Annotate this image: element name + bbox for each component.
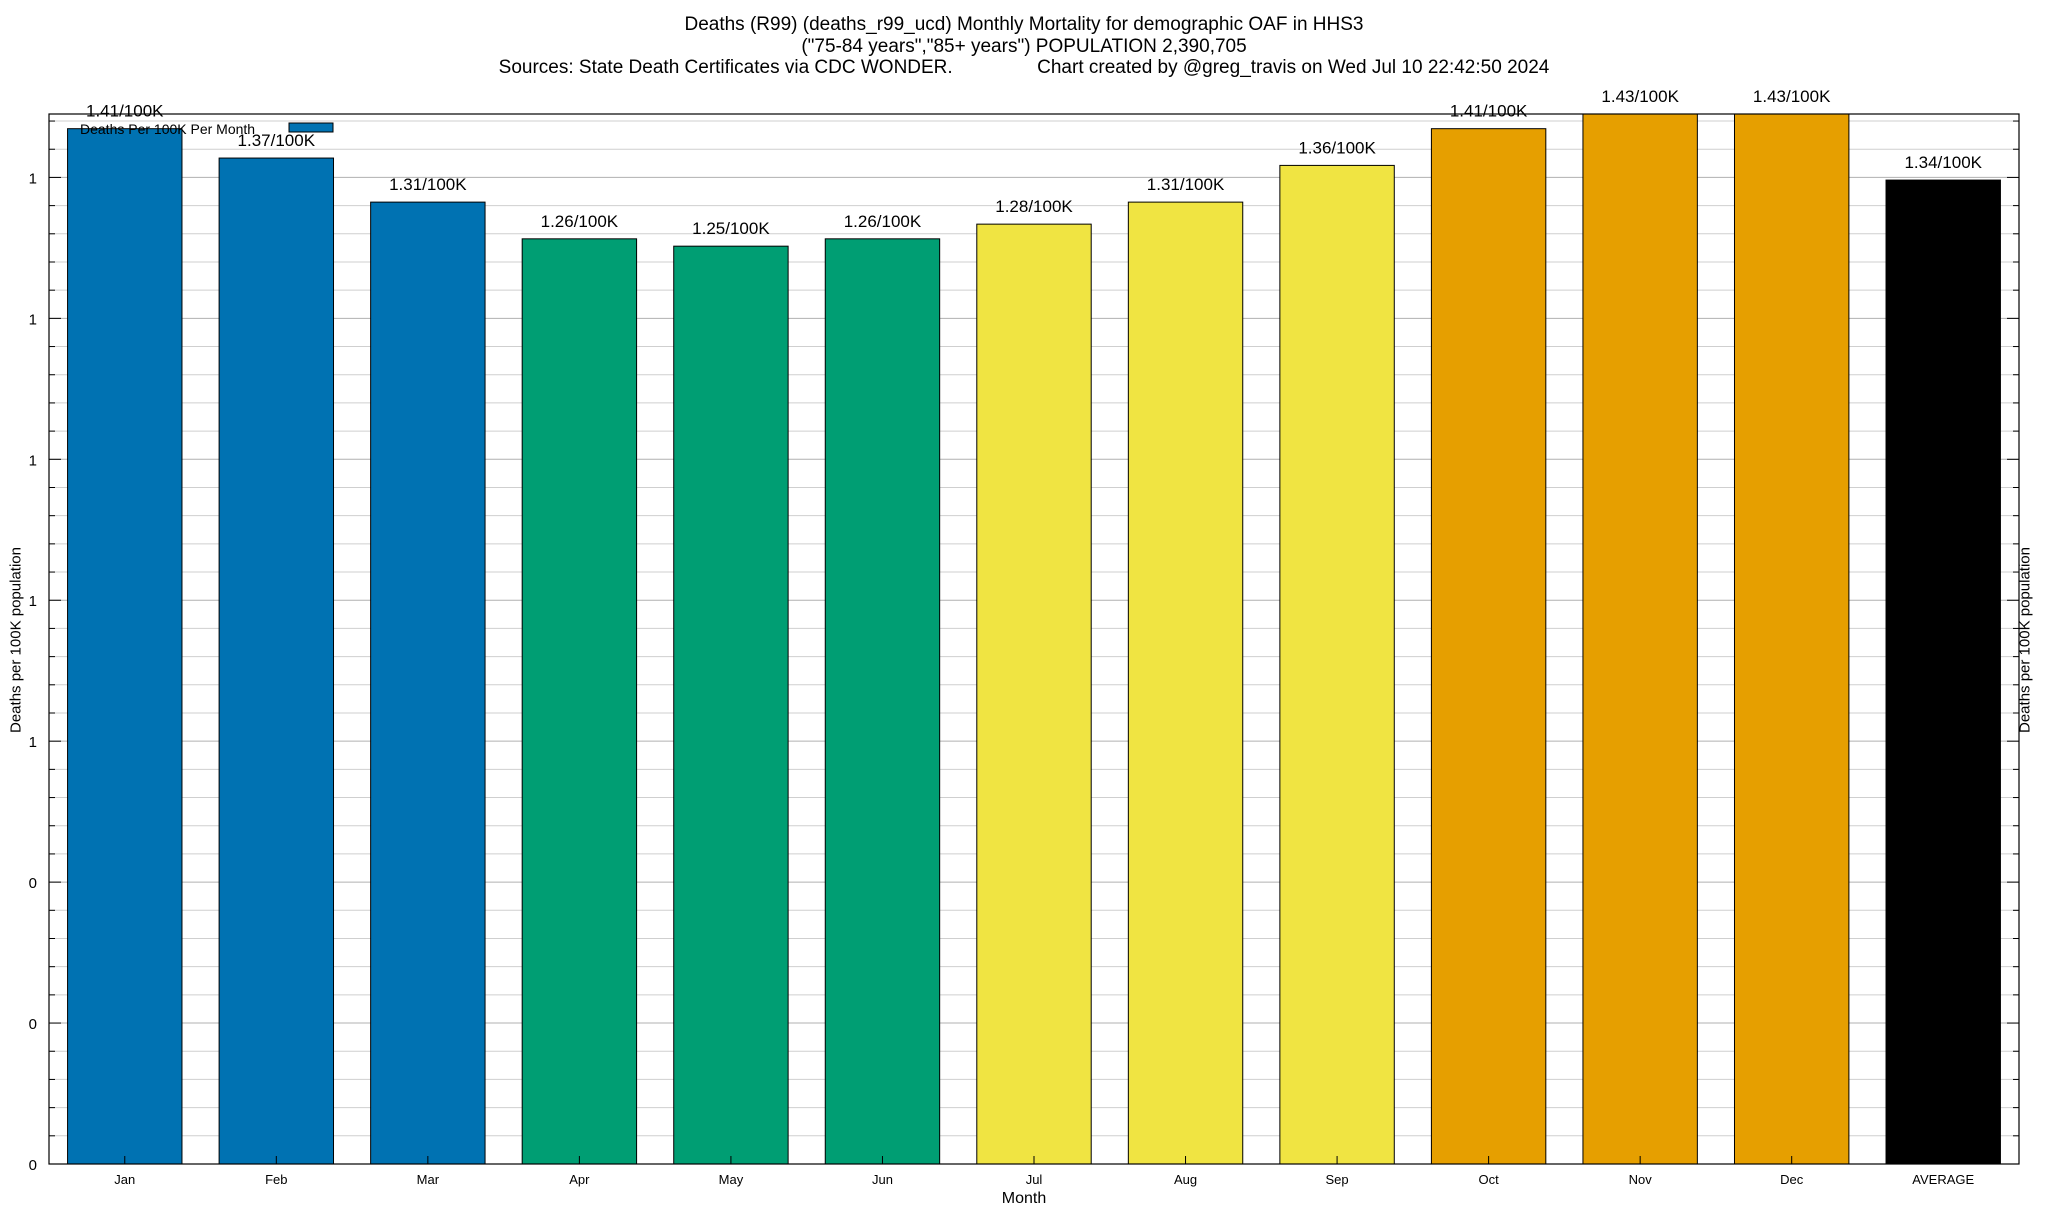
bar-dec bbox=[1733, 113, 1850, 1165]
x-tick-label: AVERAGE bbox=[1912, 1172, 1974, 1187]
x-tick-label: Jan bbox=[114, 1172, 135, 1187]
x-tick-label: Oct bbox=[1478, 1172, 1499, 1187]
bar-jan bbox=[67, 128, 183, 1165]
x-tick-label: Mar bbox=[417, 1172, 440, 1187]
x-tick-label: Aug bbox=[1174, 1172, 1197, 1187]
x-tick-label: Jul bbox=[1026, 1172, 1043, 1187]
bar-feb bbox=[218, 157, 335, 1165]
x-tick-label: May bbox=[719, 1172, 744, 1187]
bar-value-label: 1.43/100K bbox=[1753, 87, 1831, 106]
bar-nov bbox=[1582, 113, 1698, 1165]
x-tick-label: Jun bbox=[872, 1172, 893, 1187]
bar-value-label: 1.26/100K bbox=[541, 212, 619, 231]
bar-value-label: 1.43/100K bbox=[1601, 87, 1679, 106]
y-tick-label: 1 bbox=[29, 311, 37, 328]
x-tick-label: Nov bbox=[1629, 1172, 1653, 1187]
y-tick-label: 1 bbox=[29, 734, 37, 751]
x-tick-label: Dec bbox=[1780, 1172, 1804, 1187]
x-tick-label: Sep bbox=[1326, 1172, 1349, 1187]
bar-value-label: 1.37/100K bbox=[238, 131, 316, 150]
bar-jun bbox=[824, 238, 941, 1165]
bar-value-label: 1.34/100K bbox=[1904, 153, 1982, 172]
y-tick-label: 0 bbox=[29, 1157, 37, 1174]
bar-value-label: 1.26/100K bbox=[844, 212, 922, 231]
bar-sep bbox=[1279, 164, 1395, 1165]
bar-value-label: 1.25/100K bbox=[692, 219, 770, 238]
y-tick-label: 0 bbox=[29, 1016, 37, 1033]
x-tick-label: Feb bbox=[265, 1172, 287, 1187]
bar-oct bbox=[1430, 128, 1547, 1165]
y-tick-label: 1 bbox=[29, 593, 37, 610]
bar-may bbox=[673, 245, 789, 1165]
legend-swatch bbox=[288, 122, 334, 133]
bar-average bbox=[1885, 179, 2001, 1165]
bar-jul bbox=[976, 223, 1092, 1165]
chart-title: Deaths (R99) (deaths_r99_ucd) Monthly Mo… bbox=[684, 14, 1364, 35]
bar-value-label: 1.31/100K bbox=[1147, 175, 1225, 194]
bar-value-label: 1.41/100K bbox=[86, 102, 164, 121]
bar-value-label: 1.36/100K bbox=[1298, 138, 1376, 157]
chart-subtitle: ("75-84 years","85+ years") POPULATION 2… bbox=[801, 36, 1247, 57]
bar-mar bbox=[370, 201, 486, 1165]
x-tick-label: Apr bbox=[569, 1172, 590, 1187]
bar-aug bbox=[1127, 201, 1244, 1165]
y-tick-label: 0 bbox=[29, 875, 37, 892]
bar-apr bbox=[521, 238, 638, 1165]
bar-value-label: 1.28/100K bbox=[995, 197, 1073, 216]
y-tick-label: 1 bbox=[29, 170, 37, 187]
chart-source-line: Sources: State Death Certificates via CD… bbox=[498, 57, 1550, 78]
y-tick-label: 1 bbox=[29, 452, 37, 469]
legend-label: Deaths Per 100K Per Month bbox=[80, 121, 255, 137]
bar-value-label: 1.41/100K bbox=[1450, 102, 1528, 121]
plot-frame bbox=[48, 113, 2020, 1165]
bar-value-label: 1.31/100K bbox=[389, 175, 467, 194]
